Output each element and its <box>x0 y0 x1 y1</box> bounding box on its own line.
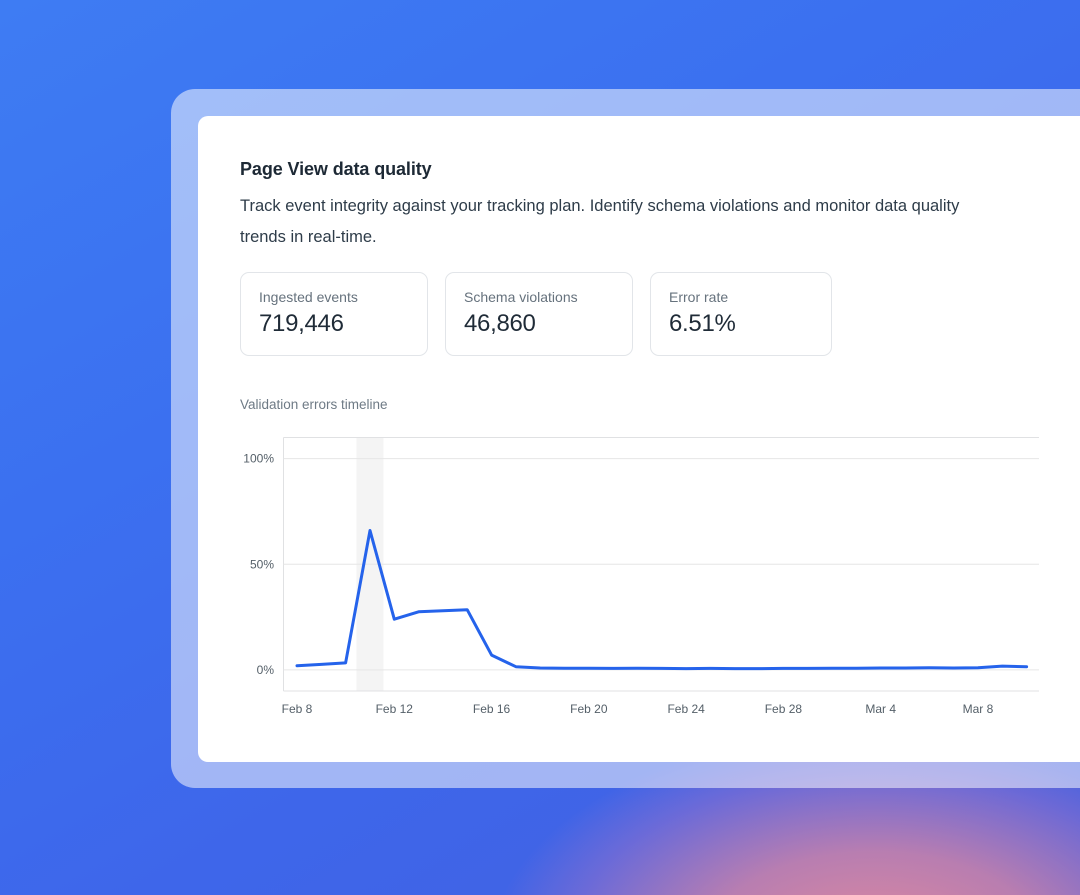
stat-card-schema-violations: Schema violations 46,860 <box>445 272 633 356</box>
stat-label: Schema violations <box>464 289 578 305</box>
data-quality-card: Page View data quality Track event integ… <box>198 116 1080 762</box>
chart-x-tick-label: Feb 24 <box>667 702 705 716</box>
chart-x-tick-label: Feb 16 <box>473 702 511 716</box>
chart-y-tick-label: 0% <box>257 663 275 677</box>
chart-data-line <box>295 529 1029 671</box>
page-title: Page View data quality <box>240 159 432 179</box>
stat-label: Ingested events <box>259 289 358 305</box>
chart-x-tick-label: Feb 28 <box>765 702 803 716</box>
stat-card-error-rate: Error rate 6.51% <box>650 272 832 356</box>
stat-label: Error rate <box>669 289 729 305</box>
stat-value: 46,860 <box>464 310 536 337</box>
chart-x-tick-label: Feb 20 <box>570 702 608 716</box>
stat-card-ingested-events: Ingested events 719,446 <box>240 272 428 356</box>
validation-errors-timeline-chart: 0% 50% 100% Feb 8 Feb 12 Feb 16 Feb 20 Feb 24 Fe… <box>243 437 1039 716</box>
chart-x-tick-label: Mar 8 <box>963 702 994 716</box>
chart-x-tick-label: Mar 4 <box>865 702 896 716</box>
stat-value: 6.51% <box>669 310 736 337</box>
chart-y-tick-label: 50% <box>250 557 274 571</box>
window-frame: Page View data quality Track event integ… <box>171 89 1080 788</box>
stats-row: Ingested events 719,446 Schema violation… <box>240 272 1080 356</box>
chart-y-tick-label: 100% <box>243 452 274 466</box>
page-description: Track event integrity against your track… <box>240 197 960 246</box>
stat-value: 719,446 <box>259 310 344 337</box>
chart-x-tick-label: Feb 12 <box>376 702 414 716</box>
chart-x-tick-label: Feb 8 <box>282 702 313 716</box>
chart-title: Validation errors timeline <box>240 397 388 412</box>
